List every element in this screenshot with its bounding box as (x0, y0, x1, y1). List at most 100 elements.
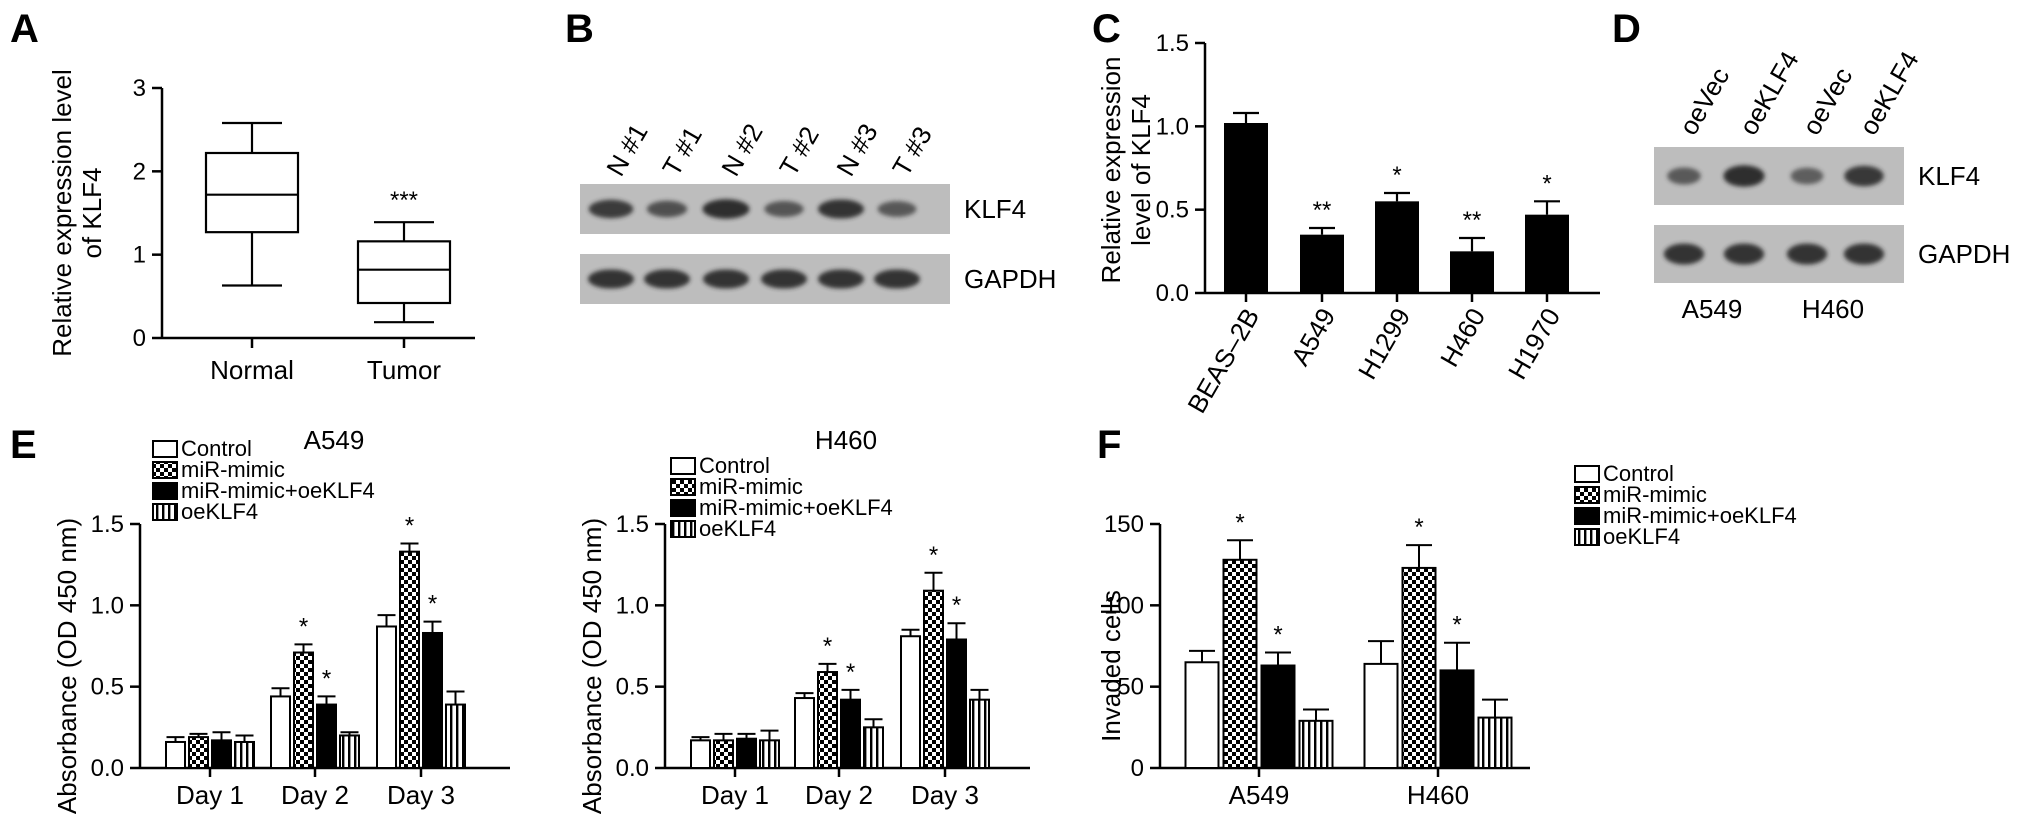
blot-d-row-label: GAPDH (1918, 239, 2010, 269)
f-bar-control (1363, 662, 1399, 769)
e2-bar-mir-mimic-oeklf4 (736, 737, 757, 769)
e2-legend-label: oeKLF4 (699, 516, 776, 541)
e1-bar-control (270, 695, 291, 770)
e2-legend-label: miR-mimic+oeKLF4 (699, 495, 893, 520)
e1-bar-mir-mimic-oeklf4 (211, 739, 232, 770)
blot-d-band (1843, 243, 1885, 265)
e1-significance: * (405, 513, 414, 540)
f-category-label: H460 (1407, 780, 1469, 810)
e1-bar-mir-mimic (188, 736, 209, 769)
blot-d-lane-label: oeKLF4 (1853, 46, 1925, 140)
blot-b: KLF4 GAPDH N #1 T #1 N #2 T #2 N #3 T #3 (580, 118, 1056, 304)
f-y-tick-label: 0 (1131, 755, 1144, 782)
f-bar-mir-mimic (1401, 566, 1437, 769)
c-bar (1450, 251, 1494, 293)
f-bar-mir-mimic-oeklf4 (1439, 669, 1475, 770)
e2-category-label: Day 3 (911, 780, 979, 810)
blot-b-lane-label: T #2 (773, 121, 825, 181)
c-category-label: H1299 (1352, 303, 1416, 384)
e2-category-label: Day 1 (701, 780, 769, 810)
f-significance: * (1235, 509, 1244, 536)
panel-label-a: A (10, 7, 39, 51)
a-y-title-line: Relative expression level (47, 69, 77, 357)
e1-bar-mir-mimic (293, 651, 314, 769)
blot-b-band (646, 200, 688, 218)
e1-y-title: Absorbance (OD 450 nm) (52, 518, 82, 814)
e2-significance: * (823, 633, 832, 660)
f-legend-swatch (1574, 528, 1600, 546)
blot-b-band (764, 201, 804, 217)
f-legend-label: Control (1603, 461, 1674, 486)
e2-legend-label: miR-mimic (699, 474, 803, 499)
e2-category-label: Day 2 (805, 780, 873, 810)
panel-f-chart: 0 50 100 150 Invaded cells A549 * * H460 * * Contro… (1096, 461, 1797, 810)
e2-significance: * (952, 592, 961, 619)
e2-bar-mir-mimic (817, 671, 838, 770)
panel-label-d: D (1612, 7, 1641, 51)
c-category-label: H460 (1434, 303, 1491, 372)
e1-legend-label: miR-mimic (181, 457, 285, 482)
blot-b-band (817, 199, 865, 219)
e2-bar-mir-mimic-oeklf4 (840, 698, 861, 769)
blot-b-row-label: GAPDH (964, 264, 1056, 294)
blot-d-band (1790, 167, 1824, 185)
e1-legend-swatch (152, 482, 178, 500)
f-significance: * (1414, 514, 1423, 541)
e1-bar-control (165, 740, 186, 769)
f-y-title: Invaded cells (1096, 590, 1126, 742)
blot-d-band (1663, 243, 1705, 265)
a-category-label: Tumor (367, 355, 441, 385)
c-bar (1224, 123, 1268, 293)
e2-bar-oeklf4 (759, 739, 780, 770)
blot-b-band (702, 199, 750, 219)
a-y-tick-label: 2 (133, 158, 146, 185)
e1-bar-mir-mimic (399, 550, 420, 769)
a-y-title-line: of KLF4 (77, 167, 107, 258)
f-y-tick-label: 50 (1117, 674, 1144, 701)
f-y-title-line: Invaded cells (1096, 590, 1126, 742)
c-y-title: Relative expressionlevel of KLF4 (1096, 57, 1156, 284)
c-y-title-line: level of KLF4 (1126, 94, 1156, 246)
blot-d-lane-label: oeKLF4 (1733, 46, 1805, 140)
f-bar-mir-mimic-oeklf4 (1260, 664, 1296, 770)
e2-significance: * (846, 659, 855, 686)
f-significance: * (1273, 622, 1282, 649)
e2-y-tick-label: 0.0 (616, 755, 649, 782)
e2-y-title: Absorbance (OD 450 nm) (577, 518, 607, 814)
c-category-label: BEAS–2B (1181, 303, 1265, 418)
e2-bar-oeklf4 (969, 698, 990, 769)
e2-legend-label: Control (699, 453, 770, 478)
blot-d-group-label: H460 (1802, 294, 1864, 324)
panel-label-b: B (565, 7, 594, 51)
f-legend-label: oeKLF4 (1603, 524, 1680, 549)
blot-b-band (587, 269, 635, 289)
e1-bar-control (376, 625, 397, 769)
panel-a-chart: 0 1 2 3 Relative expression levelof KLF4 Norm… (47, 69, 475, 385)
e2-bar-control (794, 697, 815, 770)
a-y-tick-label: 0 (133, 325, 146, 352)
e1-legend-swatch (152, 461, 178, 479)
f-legend-label: miR-mimic (1603, 482, 1707, 507)
e1-y-tick-label: 0.0 (91, 755, 124, 782)
blot-b-lane-label: N #3 (830, 118, 883, 181)
c-y-tick-label: 0.5 (1156, 197, 1189, 224)
a-box (204, 151, 300, 234)
e2-legend-swatch (670, 499, 696, 517)
blot-d-lane-label: oeVec (1796, 62, 1858, 140)
e1-bar-oeklf4 (234, 740, 255, 769)
blot-b-band (760, 269, 808, 289)
e1-significance: * (428, 591, 437, 618)
e1-legend-swatch (152, 503, 178, 521)
f-legend-swatch (1574, 507, 1600, 525)
a-y-title: Relative expression levelof KLF4 (47, 69, 107, 357)
blot-b-band (817, 269, 865, 289)
c-category-label: H1970 (1502, 303, 1566, 384)
blot-d-band (1844, 165, 1884, 187)
e2-bar-control (690, 739, 711, 770)
blot-b-lane-label: T #3 (886, 121, 938, 181)
panel-label-c: C (1092, 7, 1121, 51)
e2-legend-swatch (670, 457, 696, 475)
blot-d-band (1723, 243, 1765, 265)
blot-b-row-label: KLF4 (964, 194, 1026, 224)
